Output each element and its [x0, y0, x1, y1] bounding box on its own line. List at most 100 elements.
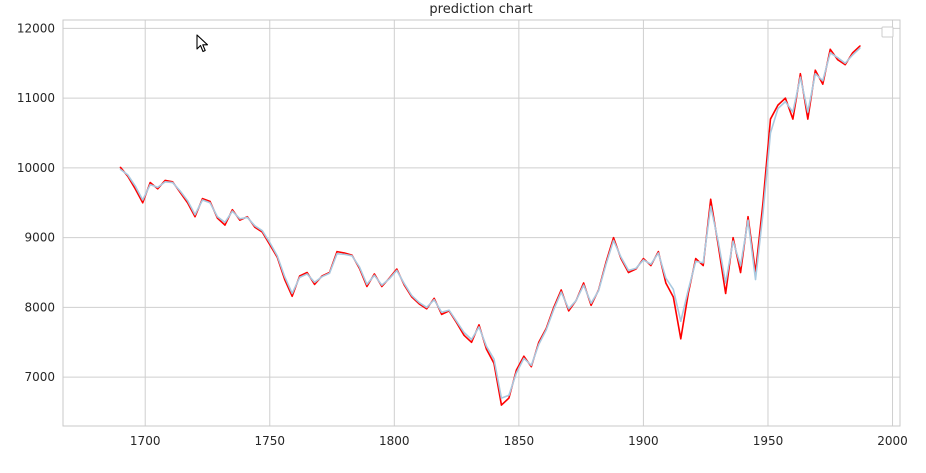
series-2-point [209, 202, 211, 204]
series-2-point [179, 190, 181, 192]
series-2-point [485, 345, 488, 348]
series-1-point [769, 118, 772, 120]
series-2-point [493, 358, 495, 360]
series-2-point [777, 107, 779, 110]
series-2-point [672, 288, 674, 290]
series-1-point [799, 73, 801, 75]
series-1-point [500, 404, 503, 406]
series-2-point [635, 267, 637, 269]
series-2-point [239, 218, 241, 220]
series-2-point [687, 289, 689, 291]
series-1-point [814, 69, 816, 71]
series-1-point [665, 282, 667, 284]
series-1-point [702, 264, 704, 267]
series-1-point [732, 237, 734, 239]
series-2-point [530, 364, 532, 366]
series-2-point [657, 252, 659, 254]
series-2-point [448, 309, 450, 311]
series-2-point [717, 240, 719, 242]
series-1-point [343, 252, 346, 254]
legend-box [881, 26, 894, 38]
series-2-point [433, 299, 435, 301]
series-1-point [157, 188, 159, 190]
series-1-point [291, 295, 293, 297]
x-tick-label: 1850 [504, 434, 535, 448]
series-2-point [784, 101, 787, 103]
series-2-point [642, 259, 645, 261]
series-1-point [710, 198, 712, 200]
series-1-point [560, 289, 562, 291]
series-2-point [568, 308, 570, 310]
series-2-point [306, 273, 308, 275]
series-2-point [665, 277, 667, 279]
series-1-point [366, 285, 368, 288]
series-2-point [299, 276, 301, 279]
series-2-point [814, 73, 816, 75]
series-1-point [194, 216, 196, 218]
series-1-point [209, 200, 211, 202]
series-2-point [560, 291, 562, 293]
series-2-point [336, 253, 338, 255]
series-1-point [508, 397, 510, 399]
y-axis-ticks: 7000 8000 9000 10000 11000 12000 [17, 21, 55, 384]
y-tick-label: 8000 [24, 300, 55, 314]
series-2-point [523, 357, 525, 359]
series-2-point [254, 225, 256, 227]
series-2-point [597, 290, 600, 292]
series-2-point [844, 62, 846, 64]
series-2-point [463, 331, 465, 334]
series-1-point [463, 334, 465, 336]
series-2-point [396, 269, 398, 272]
y-tick-label: 11000 [17, 91, 55, 105]
series-2-point [747, 219, 749, 221]
series-1-point [373, 273, 375, 275]
series-2-point [119, 168, 121, 170]
series-1-point [470, 341, 473, 343]
series-1-point [149, 181, 151, 184]
series-2-point [314, 281, 316, 283]
series-2-point [366, 283, 368, 285]
series-2-point [388, 278, 390, 280]
series-1-point [590, 304, 592, 306]
series-2-point [284, 276, 286, 278]
series-2-point [837, 57, 839, 59]
x-tick-label: 1800 [379, 434, 410, 448]
series-1-point [239, 219, 241, 221]
series-2-point [807, 111, 809, 113]
series-2-point [695, 260, 697, 262]
series-2-point [186, 200, 189, 202]
series-2-point [538, 343, 540, 345]
series-1-point [134, 188, 136, 190]
x-axis-ticks: 1700 1750 1800 1850 1900 1950 2000 [130, 434, 908, 448]
series-2-point [291, 292, 293, 295]
series-2-point [605, 263, 607, 265]
series-2-point [194, 214, 196, 216]
series-2-point [732, 240, 734, 242]
series-1-point [739, 271, 742, 274]
series-1-point [568, 310, 570, 312]
series-1-point [829, 48, 831, 50]
series-1-point [231, 209, 233, 211]
series-2-point [762, 212, 764, 214]
series-2-point [381, 284, 383, 286]
series-2-point [822, 80, 824, 82]
series-layer [119, 45, 861, 406]
series-1-point [859, 45, 861, 47]
series-2-point [829, 52, 831, 54]
series-2-point [859, 47, 861, 49]
series-2-point [508, 394, 510, 396]
grid [63, 20, 900, 426]
series-1-point [844, 64, 846, 66]
series-2-point [702, 262, 704, 264]
series-2-point [515, 372, 517, 374]
y-tick-label: 12000 [17, 21, 55, 35]
series-2-point [725, 282, 727, 284]
series-1-point [201, 197, 204, 200]
series-2-point [328, 272, 331, 274]
series-2-point [455, 320, 458, 322]
series-2-point [142, 199, 144, 201]
series-2-point [470, 338, 473, 341]
series-2-point [201, 199, 204, 201]
series-1-point [381, 285, 383, 288]
series-2-point [583, 284, 585, 286]
